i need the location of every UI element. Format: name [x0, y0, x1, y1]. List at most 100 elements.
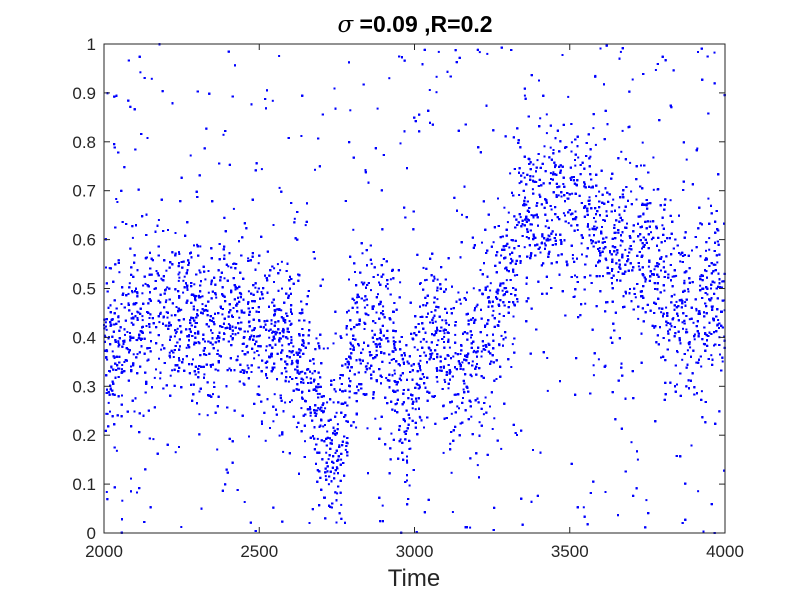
scatter-point	[419, 340, 422, 343]
scatter-point	[516, 300, 519, 303]
scatter-point	[626, 222, 628, 225]
scatter-point	[489, 405, 491, 408]
scatter-point	[435, 91, 438, 94]
scatter-point	[482, 413, 485, 416]
scatter-point	[423, 351, 426, 354]
scatter-point	[201, 303, 204, 306]
scatter-point	[453, 393, 456, 396]
scatter-point	[282, 450, 285, 453]
scatter-point	[121, 364, 124, 366]
scatter-point	[685, 158, 688, 161]
scatter-point	[419, 316, 422, 318]
scatter-point	[486, 52, 489, 55]
scatter-point	[232, 307, 235, 309]
scatter-point	[459, 353, 462, 355]
scatter-point	[513, 274, 516, 277]
scatter-point	[372, 340, 375, 343]
scatter-point	[370, 289, 372, 292]
scatter-point	[654, 69, 657, 71]
scatter-point	[571, 192, 574, 195]
scatter-point	[123, 361, 126, 363]
scatter-point	[229, 335, 232, 338]
scatter-point	[302, 378, 305, 381]
scatter-point	[363, 321, 366, 324]
scatter-point	[399, 438, 402, 441]
scatter-point	[518, 194, 521, 196]
scatter-point	[594, 220, 597, 223]
scatter-point	[105, 412, 108, 415]
scatter-point	[199, 245, 202, 248]
scatter-point	[472, 351, 475, 354]
scatter-point	[214, 293, 217, 296]
scatter-point	[576, 276, 579, 279]
scatter-point	[522, 204, 524, 207]
scatter-point	[149, 313, 152, 316]
scatter-point	[164, 301, 167, 304]
scatter-point	[650, 231, 652, 234]
scatter-point	[352, 346, 355, 349]
scatter-point	[650, 238, 653, 241]
scatter-point	[254, 286, 257, 289]
scatter-point	[300, 135, 303, 137]
scatter-point	[637, 265, 640, 268]
scatter-point	[288, 320, 291, 323]
scatter-point	[198, 413, 201, 416]
scatter-point	[324, 407, 327, 410]
scatter-point	[210, 365, 212, 368]
scatter-point	[207, 291, 210, 294]
scatter-point	[486, 334, 489, 337]
scatter-point	[500, 334, 503, 337]
scatter-point	[106, 350, 109, 353]
scatter-point	[278, 55, 281, 57]
scatter-point	[152, 438, 155, 441]
scatter-point	[425, 340, 428, 343]
scatter-point	[356, 306, 359, 309]
scatter-point	[314, 168, 316, 171]
scatter-point	[210, 283, 213, 286]
scatter-point	[470, 415, 473, 418]
scatter-point	[281, 344, 284, 347]
scatter-point	[295, 426, 298, 429]
scatter-point	[177, 279, 180, 282]
scatter-point	[292, 353, 295, 356]
scatter-point	[141, 292, 144, 295]
scatter-point	[127, 292, 130, 295]
scatter-point	[280, 309, 283, 312]
scatter-point	[136, 310, 139, 313]
scatter-point	[272, 420, 275, 423]
scatter-point	[253, 357, 256, 360]
scatter-point	[550, 208, 553, 211]
scatter-point	[388, 77, 391, 80]
scatter-point	[605, 259, 608, 262]
scatter-point	[424, 279, 426, 282]
scatter-point	[481, 241, 483, 244]
scatter-point	[652, 156, 655, 159]
scatter-point	[450, 471, 453, 474]
scatter-point	[705, 270, 708, 273]
scatter-point	[126, 331, 129, 333]
scatter-point	[127, 302, 130, 305]
scatter-point	[265, 349, 267, 352]
scatter-point	[592, 364, 595, 367]
scatter-point	[675, 274, 678, 277]
scatter-point	[300, 407, 303, 410]
scatter-point	[223, 254, 226, 257]
scatter-point	[109, 410, 111, 413]
scatter-point	[279, 269, 282, 272]
scatter-point	[548, 235, 551, 238]
scatter-point	[228, 367, 231, 370]
scatter-point	[109, 387, 112, 390]
scatter-point	[141, 315, 144, 318]
scatter-point	[282, 331, 285, 334]
scatter-point	[562, 212, 565, 215]
scatter-point	[676, 314, 679, 317]
scatter-point	[335, 411, 338, 414]
scatter-point	[117, 340, 120, 343]
scatter-point	[205, 354, 208, 356]
scatter-point	[665, 324, 668, 327]
scatter-point	[685, 328, 688, 331]
scatter-point	[372, 393, 375, 396]
scatter-point	[454, 333, 457, 336]
scatter-point	[213, 381, 216, 384]
